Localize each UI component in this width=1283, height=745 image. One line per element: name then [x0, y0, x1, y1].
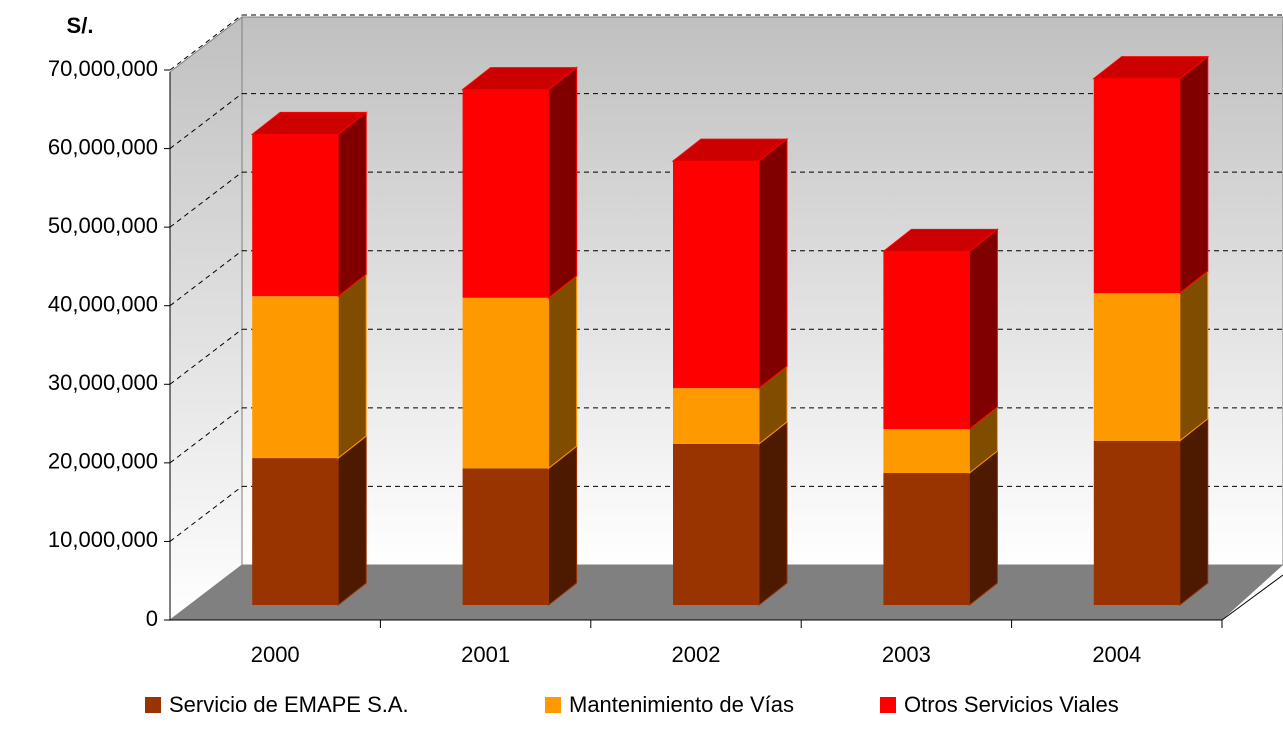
- floor-edge: [1221, 574, 1283, 621]
- bar: [673, 388, 759, 444]
- legend-swatch: [145, 697, 161, 713]
- bar: [252, 296, 339, 459]
- bar-side: [548, 66, 578, 299]
- bar-side: [758, 420, 788, 607]
- grid-line: [169, 486, 243, 542]
- x-tick-label: 2004: [1092, 642, 1141, 667]
- side-wall: [169, 15, 243, 622]
- bar: [1093, 293, 1180, 441]
- bar: [673, 161, 759, 389]
- y-axis-label: S/.: [67, 13, 94, 38]
- bar: [883, 251, 970, 429]
- x-tick-label: 2001: [461, 642, 510, 667]
- x-tick-label: 2003: [882, 642, 931, 667]
- grid-line: [169, 93, 243, 149]
- grid-line: [169, 14, 243, 71]
- bar: [252, 134, 339, 297]
- legend-label: Otros Servicios Viales: [904, 692, 1119, 717]
- y-tick-label: 20,000,000: [48, 449, 158, 474]
- x-tick-label: 2002: [672, 642, 721, 667]
- bar-side: [548, 445, 578, 607]
- y-tick-label: 40,000,000: [48, 292, 158, 317]
- bar-side: [968, 449, 998, 607]
- y-tick-label: 70,000,000: [48, 56, 158, 81]
- grid-line: [169, 407, 243, 464]
- grid-line: [169, 171, 243, 228]
- bar: [883, 429, 970, 473]
- legend-swatch: [545, 697, 561, 713]
- legend-label: Mantenimiento de Vías: [569, 692, 794, 717]
- legend-label: Servicio de EMAPE S.A.: [169, 692, 409, 717]
- bar-side: [337, 273, 367, 460]
- y-tick-label: 60,000,000: [48, 134, 158, 159]
- bar-top: [1092, 56, 1210, 80]
- bar: [1093, 78, 1180, 294]
- bar-side: [758, 138, 788, 390]
- bar: [883, 473, 970, 605]
- grid-line: [169, 250, 243, 307]
- bar-side: [337, 111, 367, 298]
- bar-side: [1179, 270, 1209, 442]
- legend-swatch: [880, 697, 896, 713]
- bar: [252, 458, 339, 605]
- bar-side: [1179, 55, 1209, 295]
- bar: [462, 468, 549, 605]
- bar: [462, 89, 549, 298]
- y-tick-label: 10,000,000: [48, 527, 158, 552]
- bar-side: [337, 435, 367, 607]
- bar-top: [461, 67, 579, 91]
- bar-side: [1179, 417, 1209, 607]
- y-tick-label: 0: [146, 606, 158, 631]
- x-tick-label: 2000: [251, 642, 300, 667]
- bar-top: [881, 228, 999, 252]
- y-tick-label: 30,000,000: [48, 370, 158, 395]
- grid-line: [169, 328, 243, 385]
- bar-top: [250, 111, 368, 135]
- bar: [462, 297, 549, 469]
- bar: [1093, 440, 1180, 605]
- bar-side: [548, 274, 578, 470]
- bar-side: [968, 228, 998, 431]
- bar-top: [671, 138, 789, 162]
- bar: [673, 443, 759, 605]
- y-tick-label: 50,000,000: [48, 213, 158, 238]
